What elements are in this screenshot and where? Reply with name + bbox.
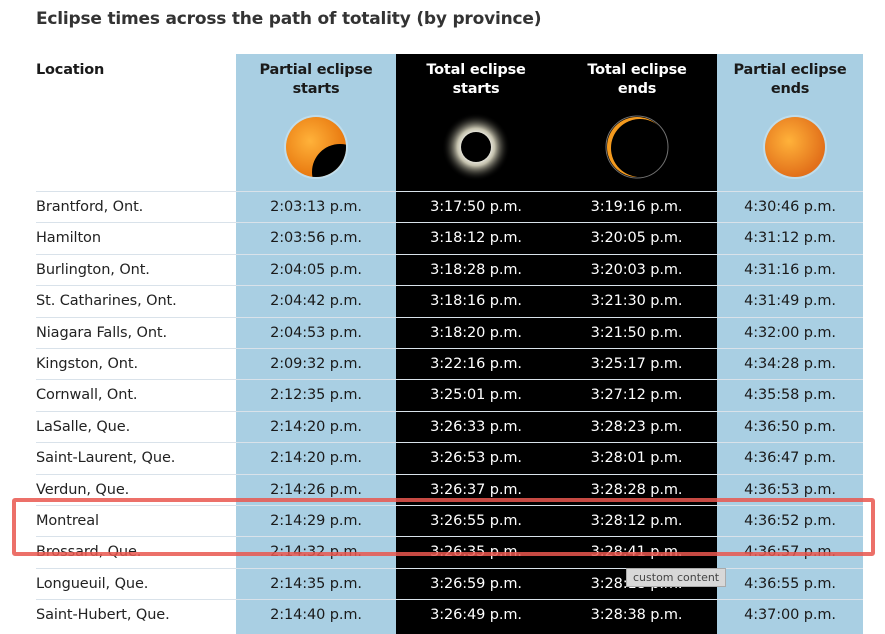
table-title: Eclipse times across the path of totalit…: [36, 9, 542, 29]
table-row: Burlington, Ont. 2:04:05 p.m. 3:18:28 p.m.…: [36, 253, 863, 285]
tooltip: custom content: [626, 568, 727, 587]
location-cell: Brantford, Ont.: [36, 199, 144, 215]
montreal-row-highlight: [12, 498, 875, 556]
location-cell: Burlington, Ont.: [36, 261, 150, 278]
partial-end-cell: 4:37:00 p.m.: [744, 607, 836, 624]
header-total-end: Total eclipse ends: [587, 62, 687, 97]
partial-start-cell: 2:12:35 p.m.: [270, 387, 362, 404]
total-start-cell: 3:22:16 p.m.: [430, 356, 522, 372]
partial-eclipse-start-icon: [278, 110, 354, 183]
table-row: Hamilton 2:03:56 p.m. 3:18:12 p.m. 3:20:05 …: [36, 222, 863, 253]
partial-start-cell: 2:14:29 p.m.: [270, 513, 362, 529]
location-cell: Montreal: [36, 513, 99, 529]
table-row: Brantford, Ont. 2:03:13 p.m. 3:17:50 p.m. 3…: [36, 191, 863, 222]
total-end-cell: 3:27:12 p.m.: [590, 387, 683, 404]
header-partial-end: Partial eclipse ends: [733, 62, 847, 97]
header-location: Location: [36, 62, 105, 78]
total-end-cell: 3:20:03 p.m.: [590, 261, 683, 278]
total-start-cell: 3:18:28 p.m.: [430, 261, 522, 278]
partial-start-cell: 2:14:20 p.m.: [270, 450, 362, 467]
table-row: LaSalle, Que. 2:14:20 p.m. 3:26:33 p.m. 3:2…: [36, 410, 863, 442]
total-start-cell: 3:18:12 p.m.: [430, 230, 522, 247]
total-start-cell: 3:17:50 p.m.: [430, 199, 522, 215]
total-start-cell: 3:26:55 p.m.: [430, 513, 522, 529]
table-row: Cornwall, Ont. 2:12:35 p.m. 3:25:01 p.m. 3:…: [36, 379, 863, 410]
partial-end-cell: 4:36:47 p.m.: [744, 450, 836, 467]
total-end-cell: 3:28:01 p.m.: [590, 450, 683, 467]
partial-start-cell: 2:14:20 p.m.: [270, 418, 362, 435]
location-cell: Hamilton: [36, 230, 101, 247]
table-row: Saint-Laurent, Que. 2:14:20 p.m. 3:26:53 p…: [36, 442, 863, 473]
table-row: Kingston, Ont. 2:09:32 p.m. 3:22:16 p.m. 3:…: [36, 348, 863, 379]
partial-start-cell: 2:14:40 p.m.: [270, 607, 362, 624]
partial-end-cell: 4:30:46 p.m.: [744, 199, 836, 215]
total-end-cell: 3:21:50 p.m.: [590, 324, 683, 341]
total-start-cell: 3:26:49 p.m.: [430, 607, 522, 624]
total-end-cell: 3:25:17 p.m.: [590, 356, 683, 372]
location-cell: Verdun, Que.: [36, 481, 130, 498]
partial-end-cell: 4:36:50 p.m.: [744, 418, 836, 435]
location-cell: Saint-Hubert, Que.: [36, 607, 170, 624]
partial-end-cell: 4:34:28 p.m.: [744, 356, 836, 372]
total-end-cell: 3:28:12 p.m.: [590, 513, 683, 529]
partial-start-cell: 2:03:56 p.m.: [270, 230, 362, 247]
partial-end-cell: 4:35:58 p.m.: [744, 387, 836, 404]
table-row: Longueuil, Que. 2:14:35 p.m. 3:26:59 p.m. 3…: [36, 567, 863, 599]
total-end-cell: 3:20:05 p.m.: [590, 230, 683, 247]
partial-end-cell: 4:32:00 p.m.: [744, 324, 836, 341]
location-cell: St. Catharines, Ont.: [36, 293, 177, 310]
partial-end-cell: 4:36:52 p.m.: [744, 513, 836, 529]
partial-start-cell: 2:14:26 p.m.: [270, 481, 362, 498]
table-row: Verdun, Que. 2:14:26 p.m. 3:26:37 p.m. 3:28…: [36, 473, 863, 505]
total-start-cell: 3:26:37 p.m.: [430, 481, 522, 498]
header-total-start: Total eclipse starts: [426, 62, 526, 97]
total-start-cell: 3:26:53 p.m.: [430, 450, 522, 467]
total-start-cell: 3:26:33 p.m.: [430, 418, 522, 435]
table-row: Montreal 2:14:29 p.m. 3:26:55 p.m. 3:28:12 …: [36, 505, 863, 536]
header-partial-start: Partial eclipse starts: [259, 62, 373, 97]
partial-start-cell: 2:03:13 p.m.: [270, 199, 362, 215]
total-eclipse-end-icon: [599, 110, 675, 183]
partial-end-cell: 4:31:49 p.m.: [744, 293, 836, 310]
table-row: Niagara Falls, Ont. 2:04:53 p.m. 3:18:20 p…: [36, 316, 863, 348]
location-cell: Kingston, Ont.: [36, 356, 138, 372]
location-cell: Longueuil, Que.: [36, 575, 149, 592]
partial-end-cell: 4:36:53 p.m.: [744, 481, 836, 498]
partial-start-cell: 2:04:53 p.m.: [270, 324, 362, 341]
total-end-cell: 3:28:23 p.m.: [590, 418, 683, 435]
total-eclipse-corona-icon: [440, 110, 516, 183]
partial-start-cell: 2:04:42 p.m.: [270, 293, 362, 310]
total-start-cell: 3:26:59 p.m.: [430, 575, 522, 592]
table-row: Saint-Hubert, Que. 2:14:40 p.m. 3:26:49 p.…: [36, 599, 863, 630]
partial-start-cell: 2:14:35 p.m.: [270, 575, 362, 592]
location-cell: Cornwall, Ont.: [36, 387, 138, 404]
location-cell: Niagara Falls, Ont.: [36, 324, 168, 341]
partial-eclipse-end-icon: [757, 110, 833, 183]
total-end-cell: 3:19:16 p.m.: [590, 199, 683, 215]
partial-end-cell: 4:31:16 p.m.: [744, 261, 836, 278]
total-end-cell: 3:28:38 p.m.: [590, 607, 683, 624]
partial-end-cell: 4:31:12 p.m.: [744, 230, 836, 247]
total-start-cell: 3:25:01 p.m.: [430, 387, 522, 404]
location-cell: Saint-Laurent, Que.: [36, 450, 176, 467]
location-cell: LaSalle, Que.: [36, 418, 131, 435]
total-start-cell: 3:18:16 p.m.: [430, 293, 522, 310]
total-start-cell: 3:18:20 p.m.: [430, 324, 522, 341]
table-row: St. Catharines, Ont. 2:04:42 p.m. 3:18:16 …: [36, 285, 863, 316]
partial-start-cell: 2:04:05 p.m.: [270, 261, 362, 278]
partial-end-cell: 4:36:55 p.m.: [744, 575, 836, 592]
total-end-cell: 3:28:28 p.m.: [590, 481, 683, 498]
total-end-cell: 3:21:30 p.m.: [590, 293, 683, 310]
partial-start-cell: 2:09:32 p.m.: [270, 356, 362, 372]
